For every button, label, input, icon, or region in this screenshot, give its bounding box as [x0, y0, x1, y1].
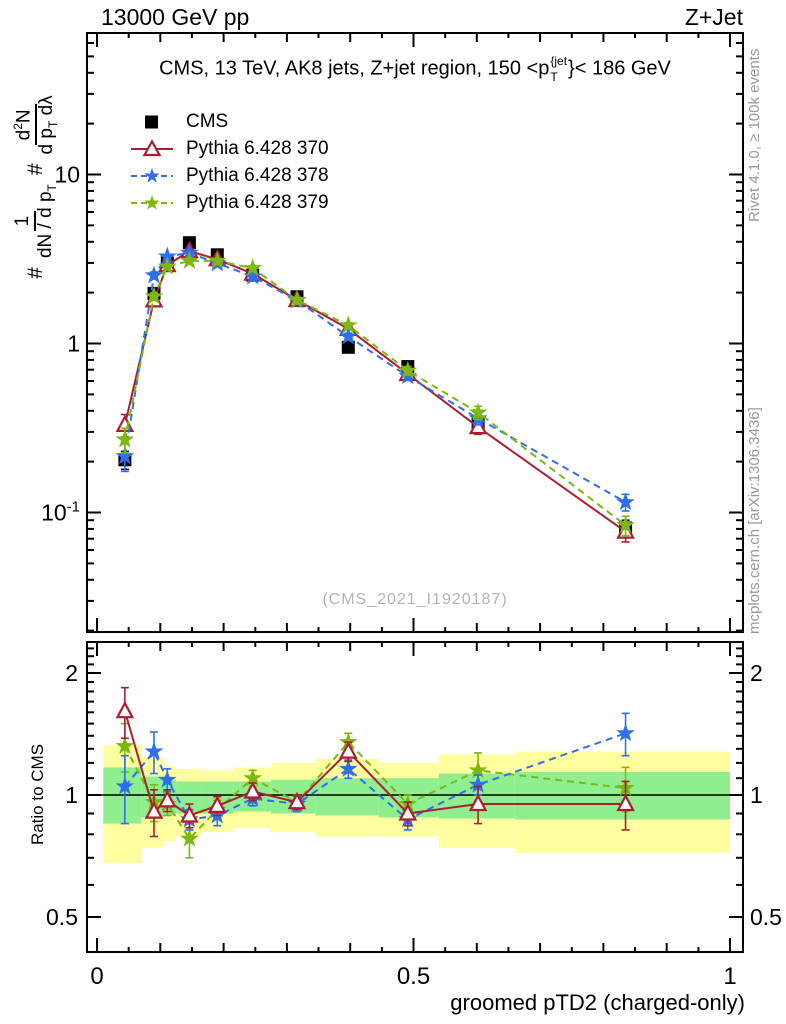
- legend-label: Pythia 6.428 379: [186, 191, 329, 213]
- ylabel-frac1-num: 1: [12, 210, 36, 232]
- data-point-marker: [287, 290, 307, 308]
- series-line: [124, 732, 626, 821]
- data-point-marker: [207, 795, 227, 813]
- data-point-marker: [115, 700, 135, 719]
- data-point-marker: [616, 515, 635, 534]
- series-line: [123, 251, 627, 504]
- data-point-marker: [180, 251, 199, 269]
- data-point-marker: [616, 492, 635, 511]
- analysis-watermark: (CMS_2021_I1920187): [322, 591, 508, 608]
- x-tick-label: 0.5: [397, 963, 430, 990]
- ratio-tick-label-right: 0.5: [750, 904, 782, 930]
- legend-item-pythia-370: Pythia 6.428 370: [130, 135, 329, 162]
- x-tick-label: 1: [723, 963, 736, 990]
- data-point-marker: [468, 416, 488, 435]
- data-point-marker: [115, 429, 135, 448]
- data-point-marker: [338, 759, 358, 777]
- x-tick-label: 0: [90, 963, 103, 990]
- process-label: Z+Jet: [684, 4, 743, 30]
- x-axis-label: groomed pTD2 (charged-only): [450, 990, 745, 1015]
- legend-label: Pythia 6.428 370: [186, 137, 329, 159]
- ylabel-hash: #: [24, 163, 47, 176]
- axis-ticks: [87, 33, 743, 952]
- data-point-marker: [144, 265, 164, 284]
- data-point-marker: [144, 801, 164, 819]
- plot-title-sub: T: [550, 70, 558, 84]
- plot-title-suffix: }< 186 GeV: [568, 57, 671, 80]
- ratio-series-pythia-6-428-370: [115, 686, 635, 838]
- data-point-marker: [341, 340, 355, 354]
- data-point-marker: [207, 251, 227, 269]
- panel-frames: [86, 32, 744, 953]
- main-series-cms: [118, 236, 633, 538]
- data-point-marker: [157, 769, 177, 788]
- data-point-marker: [157, 256, 177, 275]
- ylabel-frac1-den: dN / d pT: [34, 184, 59, 259]
- data-point-marker: [243, 781, 263, 799]
- data-point-marker: [180, 805, 199, 823]
- y-tick-label: 10: [54, 162, 80, 188]
- mcplots-credit-label: mcplots.cern.ch [arXiv:1306.3436]: [746, 407, 763, 634]
- y-tick-label: 10-1: [41, 499, 80, 526]
- ratio-uncertainty-bands: [103, 744, 730, 863]
- cms-square-marker-icon: [145, 115, 158, 128]
- data-point-marker: [180, 828, 199, 847]
- series-line: [123, 250, 627, 533]
- legend-item-cms: CMS: [130, 108, 329, 135]
- data-point-marker: [616, 793, 635, 812]
- data-point-marker: [468, 760, 488, 779]
- data-point-marker: [243, 258, 263, 277]
- star-dashed-line-marker-icon: [131, 194, 173, 210]
- ylabel-fraction-2: d2N d pT dλ: [11, 95, 60, 155]
- ylabel-fraction-1: 1 dN / d pT: [12, 184, 59, 259]
- data-point-marker: [338, 315, 358, 334]
- series-line: [123, 259, 627, 527]
- ratio-tick-label-left: 1: [65, 782, 78, 808]
- data-point-marker: [468, 402, 488, 421]
- axis-tick-labels: 0 0.5 1 10 1 10-1 2 2 1 1 0.5 0.5: [41, 162, 782, 991]
- data-point-marker: [398, 360, 418, 379]
- ylabel-frac2-num: d2N: [11, 104, 38, 146]
- plot-title-sup: {jet: [550, 54, 568, 68]
- main-series-pythia-6-428-379: [115, 251, 635, 537]
- ratio-tick-label-right: 2: [750, 660, 763, 686]
- legend-item-pythia-378: Pythia 6.428 378: [130, 162, 329, 189]
- data-point-marker: [338, 741, 358, 759]
- ratio-y-axis-label: Ratio to CMS: [28, 743, 47, 846]
- plot-title-supsub: {jet T: [550, 54, 568, 84]
- legend: CMS Pythia 6.428 370 Pythia 6.428 378 Py…: [130, 108, 329, 216]
- star-dashed-line-marker-icon: [131, 167, 173, 183]
- data-point-marker: [144, 741, 164, 760]
- ratio-tick-label-left: 0.5: [46, 904, 78, 930]
- data-point-marker: [616, 723, 635, 742]
- y-tick-label: 1: [67, 331, 80, 357]
- y-axis-label: # 1 dN / d pT # d2N d pT dλ: [3, 27, 69, 347]
- data-point-marker: [157, 790, 177, 808]
- legend-label: CMS: [186, 110, 229, 132]
- data-point-marker: [287, 791, 307, 810]
- plot-title: CMS, 13 TeV, AK8 jets, Z+jet region, 150…: [87, 54, 743, 84]
- legend-label: Pythia 6.428 378: [186, 164, 329, 186]
- rivet-version-label: Rivet 4.1.0, ≥ 100k events: [746, 48, 763, 222]
- plot-title-prefix: CMS, 13 TeV, AK8 jets, Z+jet region, 150…: [159, 57, 550, 80]
- data-point-marker: [243, 266, 263, 285]
- beam-energy-label: 13000 GeV pp: [101, 4, 250, 30]
- main-series-pythia-6-428-378: [115, 242, 635, 512]
- ylabel-hash: #: [24, 267, 47, 279]
- legend-item-pythia-379: Pythia 6.428 379: [130, 189, 329, 216]
- triangle-line-marker-icon: [131, 138, 173, 156]
- data-point-marker: [468, 793, 488, 812]
- ylabel-frac2-den: d pT dλ: [36, 95, 60, 155]
- data-point-marker: [338, 326, 358, 345]
- data-point-marker: [115, 776, 135, 795]
- main-series-pythia-6-428-370: [115, 240, 635, 543]
- ratio-tick-label-left: 2: [65, 660, 78, 686]
- data-point-marker: [144, 286, 164, 305]
- ratio-tick-label-right: 1: [750, 782, 763, 808]
- data-point-marker: [115, 446, 135, 465]
- data-point-marker: [115, 736, 135, 755]
- data-point-marker: [398, 803, 418, 821]
